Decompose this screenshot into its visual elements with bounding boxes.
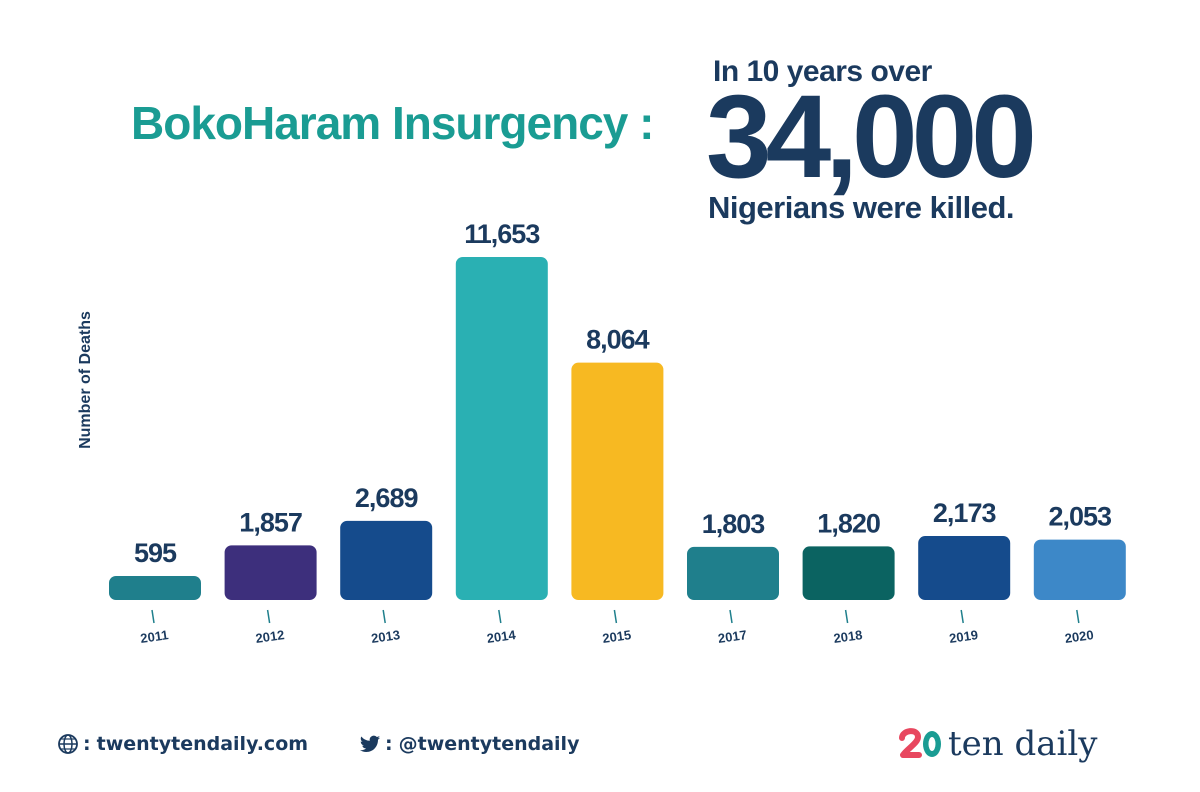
tick-mark-2019 [960,609,964,624]
tick-mark-2012 [266,609,271,624]
x-tick-label-2020: 2020 [1064,627,1095,646]
tick-mark-2011 [151,609,155,624]
data-label-2018: 1,820 [817,508,880,538]
twitter-separator: : [385,733,393,755]
headline-outro: Nigerians were killed. [708,190,1015,225]
chart-title: BokoHaram Insurgency : [131,97,654,149]
tick-mark-2020 [1076,609,1080,624]
headline-intro: In 10 years over [713,55,932,88]
data-label-2012: 1,857 [239,507,302,537]
bar-2011 [109,576,201,600]
bar-2017 [687,546,779,600]
tick-mark-2015 [613,609,618,624]
tick-mark-2014 [498,609,502,624]
bar-chart: 595 2011 1,857 2012 2,689 2013 11,653 2014 8,064… [109,219,1126,646]
bar-2018 [802,546,895,600]
data-label-2013: 2,689 [355,483,419,513]
x-tick-label-2011: 2011 [139,627,169,646]
data-label-2011: 595 [134,538,177,568]
bar-2014 [455,257,548,600]
twitter-link[interactable]: : @twentytendaily [359,730,579,758]
headline-number: 34,000 [706,71,1037,203]
x-tick-label-2014: 2014 [486,627,517,646]
x-tick-label-2013: 2013 [370,627,401,646]
bar-2013 [340,520,433,600]
logo-mark-icon [899,728,941,758]
x-tick-label-2017: 2017 [717,627,748,646]
tick-mark-2017 [729,609,733,624]
x-tick-label-2019: 2019 [948,627,979,646]
website-link[interactable]: : twentytendaily.com [57,730,308,758]
x-tick-label-2012: 2012 [255,627,286,646]
twitter-bird-icon [359,733,381,755]
bar-2020 [1033,539,1126,600]
website-separator: : [83,733,91,755]
bar-2012 [224,545,317,600]
logo-text: ten daily [948,724,1098,764]
data-label-2015: 8,064 [586,325,650,355]
data-label-2020: 2,053 [1049,502,1113,532]
website-text: twentytendaily.com [96,733,309,755]
bar-2019 [918,536,1011,600]
data-label-2019: 2,173 [933,498,997,528]
bar-2015 [571,362,664,600]
x-tick-label-2018: 2018 [833,627,864,646]
brand-logo: ten daily [898,722,1097,766]
tick-mark-2018 [844,609,849,624]
data-label-2014: 11,653 [464,219,540,249]
data-label-2017: 1,803 [702,509,766,539]
x-tick-label-2015: 2015 [601,627,632,646]
globe-icon [57,733,79,755]
twitter-text: @twentytendaily [398,733,580,755]
tick-mark-2013 [382,609,386,624]
